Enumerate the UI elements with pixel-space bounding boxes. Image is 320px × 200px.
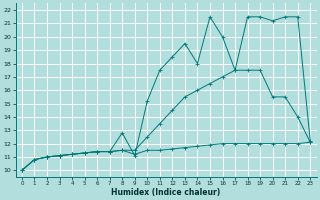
X-axis label: Humidex (Indice chaleur): Humidex (Indice chaleur) — [111, 188, 221, 197]
